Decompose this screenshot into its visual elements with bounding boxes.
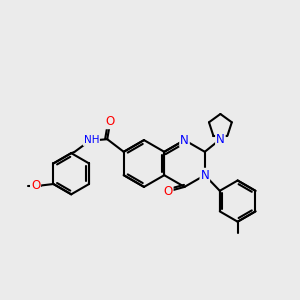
Text: O: O (106, 115, 115, 128)
Text: NH: NH (84, 135, 99, 145)
Text: N: N (180, 134, 189, 147)
Text: O: O (31, 179, 40, 192)
Text: N: N (216, 133, 225, 146)
Text: O: O (164, 185, 173, 198)
Text: N: N (200, 169, 209, 182)
